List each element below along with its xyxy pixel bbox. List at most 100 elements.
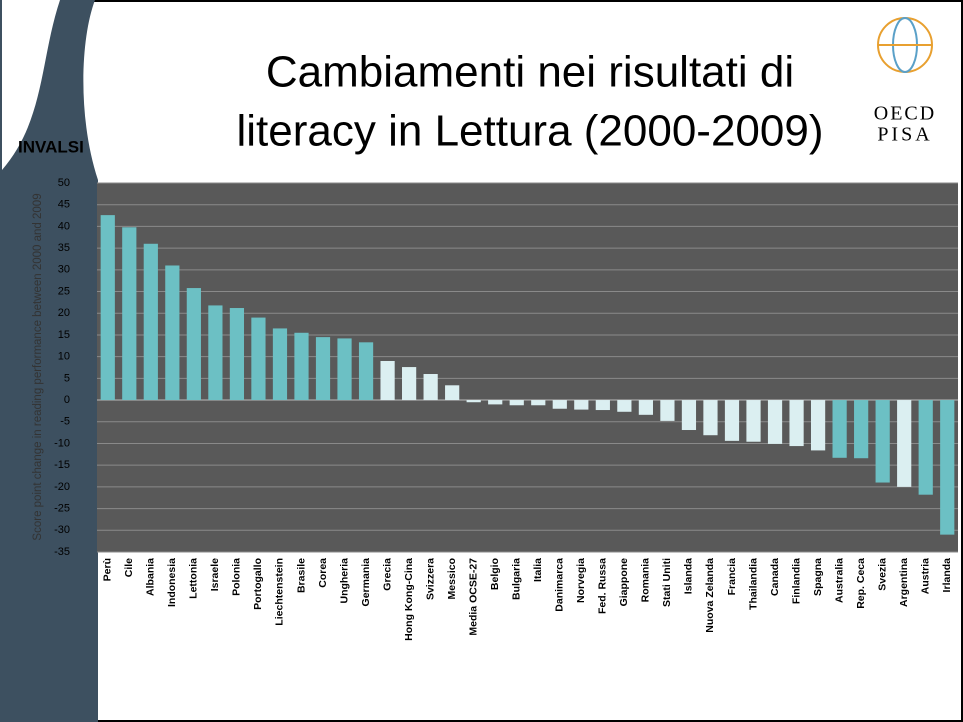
- y-tick-label: 0: [64, 394, 70, 406]
- x-tick-label: Germania: [360, 558, 372, 607]
- x-tick-label: Albania: [145, 558, 157, 596]
- bar: [595, 400, 610, 411]
- x-tick-label: Austria: [919, 558, 931, 594]
- y-tick-label: 30: [58, 264, 70, 276]
- bar: [767, 400, 783, 444]
- x-tick-label: Finlandia: [790, 558, 802, 604]
- logo-text: OECD: [874, 103, 936, 125]
- bar: [186, 288, 201, 401]
- y-tick-label: -20: [54, 481, 70, 493]
- x-tick-label: Nuova Zelanda: [704, 558, 716, 633]
- x-tick-label: Rep. Ceca: [855, 558, 867, 609]
- y-tick-label: 45: [58, 199, 70, 211]
- bar: [810, 400, 826, 451]
- bar: [488, 400, 503, 405]
- y-tick-label: 10: [58, 351, 70, 363]
- bar: [509, 400, 524, 406]
- logo-text: PISA: [877, 124, 932, 146]
- y-tick-label: -25: [54, 502, 70, 514]
- bar: [746, 400, 761, 442]
- y-axis-label: Score point change in reading performanc…: [32, 193, 44, 540]
- x-tick-label: Giappone: [618, 558, 630, 607]
- bar: [402, 367, 417, 401]
- bar: [272, 328, 288, 401]
- bar: [940, 400, 955, 535]
- x-tick-label: Australia: [833, 558, 845, 603]
- x-tick-label: Indonesia: [166, 558, 178, 607]
- brand: INVALSI: [18, 137, 84, 156]
- bar: [660, 400, 675, 421]
- bar: [531, 400, 546, 406]
- bar: [617, 400, 632, 412]
- x-tick-label: Cile: [123, 558, 135, 577]
- x-tick-label: Polonia: [231, 558, 243, 596]
- bar: [122, 227, 137, 401]
- x-tick-label: Corea: [317, 558, 329, 588]
- bar: [100, 215, 115, 401]
- x-tick-label: Ungheria: [338, 558, 350, 604]
- bar: [445, 385, 460, 401]
- y-tick-label: -5: [60, 416, 70, 428]
- bar: [681, 400, 697, 431]
- x-tick-label: Perù: [102, 558, 114, 581]
- bar: [208, 305, 223, 401]
- y-tick-label: -15: [54, 459, 70, 471]
- x-tick-label: Stati Uniti: [661, 558, 673, 607]
- bar: [358, 342, 374, 401]
- side-decoration-cut: [2, 0, 60, 170]
- y-tick-label: 40: [58, 220, 70, 232]
- side-decoration: [0, 0, 98, 722]
- bar: [337, 338, 352, 401]
- x-tick-label: Fed. Russa: [597, 558, 609, 614]
- y-tick-label: 25: [58, 285, 70, 297]
- x-tick-label: Lettonia: [188, 558, 200, 599]
- title: Cambiamenti nei risultati di: [266, 48, 794, 97]
- bar: [724, 400, 740, 441]
- logo: [877, 17, 933, 73]
- x-tick-label: Thailandia: [747, 558, 759, 610]
- x-tick-label: Argentina: [898, 558, 910, 607]
- y-tick-label: 20: [58, 307, 70, 319]
- x-tick-label: Romania: [640, 558, 652, 603]
- x-tick-label: Israele: [209, 558, 221, 591]
- y-tick-label: 5: [64, 372, 70, 384]
- bar: [251, 317, 266, 401]
- x-tick-label: Bulgaria: [511, 558, 523, 600]
- y-tick-label: -30: [54, 524, 70, 536]
- x-tick-label: Italia: [532, 558, 544, 582]
- bar: [638, 400, 653, 415]
- x-tick-label: Liechtenstein: [274, 558, 286, 626]
- bar: [552, 400, 567, 409]
- x-tick-label: Islanda: [683, 558, 695, 594]
- plot-area: [97, 183, 958, 552]
- bar: [315, 337, 331, 401]
- bar: [229, 308, 245, 401]
- x-tick-label: Grecia: [381, 558, 393, 591]
- title: literacy in Lettura (2000-2009): [237, 107, 824, 156]
- y-tick-label: 35: [58, 242, 70, 254]
- y-tick-label: -10: [54, 437, 70, 449]
- bar: [466, 400, 481, 403]
- x-tick-label: Canada: [769, 558, 781, 596]
- bar: [143, 243, 158, 401]
- bar: [380, 360, 395, 401]
- x-tick-label: Svezia: [876, 558, 888, 591]
- bar: [165, 265, 180, 401]
- x-tick-label: Media OCSE-27: [467, 558, 479, 636]
- bar: [423, 374, 438, 401]
- bar: [918, 400, 933, 495]
- bar: [875, 400, 890, 483]
- x-tick-label: Spagna: [812, 558, 824, 596]
- x-tick-label: Francia: [726, 558, 738, 596]
- x-tick-label: Messico: [446, 558, 458, 599]
- bar: [897, 400, 912, 487]
- bar: [789, 400, 804, 447]
- x-tick-label: Norvegia: [575, 558, 587, 603]
- x-tick-label: Svizzera: [424, 558, 436, 600]
- x-tick-label: Portogallo: [252, 558, 264, 610]
- y-tick-label: 15: [58, 329, 70, 341]
- y-tick-label: -35: [54, 546, 70, 558]
- x-tick-label: Danimarca: [554, 558, 566, 612]
- bar: [574, 400, 589, 410]
- x-tick-label: Hong Kong-Cina: [403, 558, 415, 641]
